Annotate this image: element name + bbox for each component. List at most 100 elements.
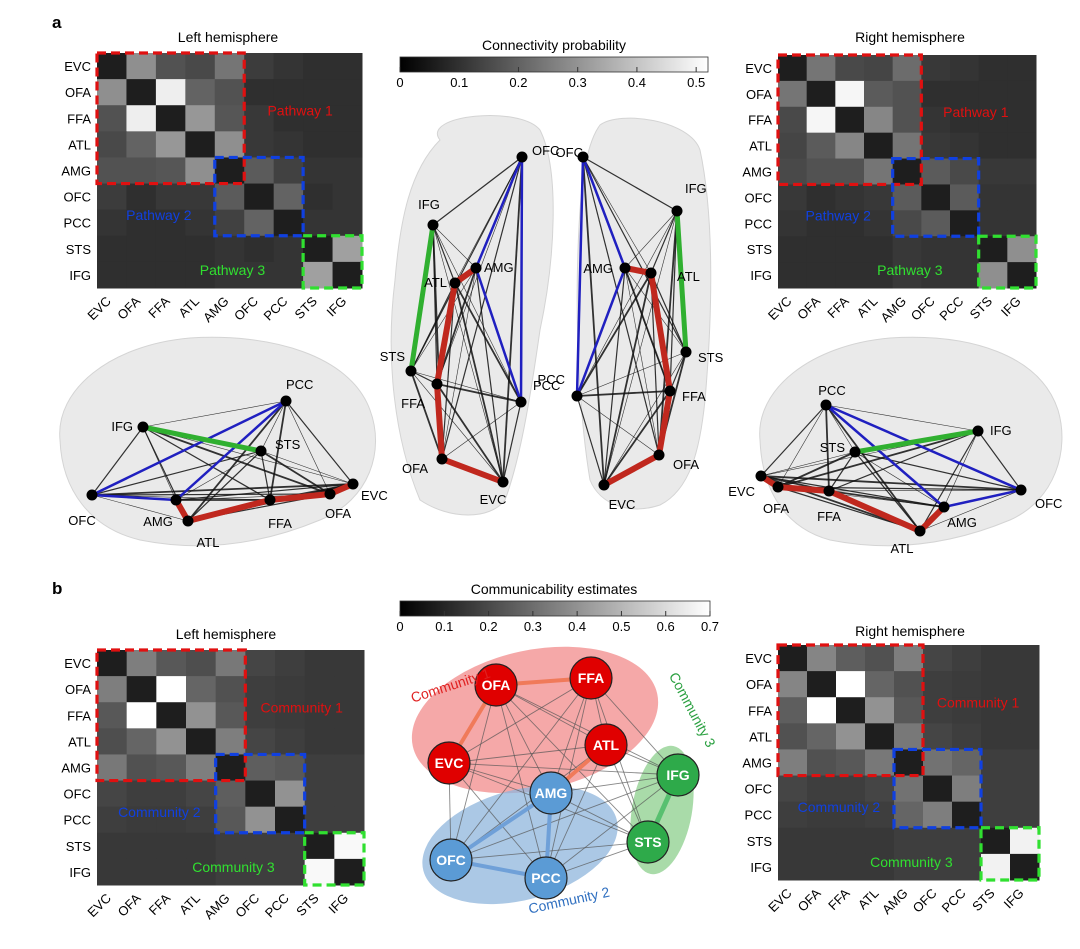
heatmap-block-outline xyxy=(977,234,1038,290)
heatmap-cell xyxy=(778,236,808,263)
brain-edge xyxy=(582,156,652,274)
heatmap-cell xyxy=(334,650,365,677)
brain-node xyxy=(653,449,665,461)
heatmap-cell xyxy=(835,80,865,108)
heatmap-col-label: PCC xyxy=(260,294,290,324)
heatmap-a-right-title: Right hemisphere xyxy=(855,29,965,45)
heatmap-block-outline xyxy=(979,826,1041,882)
heatmap-cell xyxy=(865,645,895,672)
heatmap-col-label: ATL xyxy=(855,886,882,913)
brain-edge xyxy=(432,156,523,226)
heatmap-cell xyxy=(865,671,895,698)
heatmap-cell xyxy=(835,210,865,237)
heatmap-cell xyxy=(97,806,128,834)
heatmap-cell xyxy=(126,650,157,677)
block-label-2: Community 2 xyxy=(798,799,881,815)
heatmap-cell xyxy=(186,780,217,808)
heatmap-cell xyxy=(865,827,895,855)
colorbar-tick-label: 0 xyxy=(396,619,403,634)
heatmap-cell xyxy=(155,53,186,80)
heatmap-row-label: STS xyxy=(747,242,773,257)
block-label-2: Pathway 2 xyxy=(806,208,872,224)
heatmap-cell xyxy=(864,158,894,185)
heatmap-cell xyxy=(244,209,275,237)
brain-edge xyxy=(828,430,979,492)
heatmap-cell xyxy=(1010,801,1040,829)
brain-edge xyxy=(91,493,331,496)
pathway-edge xyxy=(267,491,333,503)
heatmap-cell xyxy=(892,210,922,237)
community-node-label: EVC xyxy=(435,755,464,771)
brain-edge xyxy=(919,430,979,532)
colorbar-tick-label: 0.2 xyxy=(480,619,498,634)
heatmap-cell xyxy=(155,209,186,237)
block-label-3: Pathway 3 xyxy=(877,262,943,278)
brain-edge xyxy=(777,430,979,488)
heatmap-cell xyxy=(334,728,365,755)
heatmap-cell xyxy=(778,106,808,134)
heatmap-cell xyxy=(778,184,808,211)
heatmap-cell xyxy=(332,157,363,185)
heatmap-col-label: IFG xyxy=(1001,886,1027,912)
heatmap-cell xyxy=(778,132,808,160)
heatmap-block-outline xyxy=(776,643,925,778)
brain-node xyxy=(470,262,482,274)
heatmap-cell xyxy=(185,209,216,237)
colorbar-a-title: Connectivity probability xyxy=(482,37,626,53)
heatmap-cell xyxy=(332,235,363,263)
heatmap-cell xyxy=(275,702,306,729)
brain-node-label: ATL xyxy=(197,535,220,550)
heatmap-row-label: STS xyxy=(747,834,773,849)
heatmap-cell xyxy=(921,106,951,134)
heatmap-cell xyxy=(865,775,895,803)
brain-node-label: AMG xyxy=(484,260,514,275)
heatmap-row-label: FFA xyxy=(67,708,91,723)
heatmap-cell xyxy=(807,775,837,803)
heatmap-cell xyxy=(126,702,157,729)
pathway-edge xyxy=(439,456,506,485)
community-node xyxy=(626,820,670,864)
heatmap-cell xyxy=(836,827,866,855)
heatmap-cell xyxy=(950,158,980,185)
brain-node xyxy=(755,470,767,482)
brain-graph-lateral-right: OFC IFG AMG ATL STS PCC FFA OFA EVC xyxy=(728,336,1062,556)
brain-edge xyxy=(142,426,271,501)
heatmap-cell xyxy=(865,853,895,881)
pathway-edge xyxy=(575,155,585,398)
heatmap-cell xyxy=(185,235,216,263)
brain-edge xyxy=(410,370,522,403)
heatmap-cell xyxy=(923,827,953,855)
pathway-edge xyxy=(519,155,524,404)
brain-edge xyxy=(475,267,504,483)
brain-node-label: OFA xyxy=(763,501,789,516)
community-node-label: IFG xyxy=(666,767,689,783)
brain-node xyxy=(849,446,861,458)
brain-node-label: PCC xyxy=(538,372,565,387)
heatmap-cell xyxy=(245,754,276,782)
heatmap-cell xyxy=(275,650,306,677)
pathway-edge xyxy=(90,493,178,502)
heatmap-cell xyxy=(1007,106,1037,134)
heatmap-cell xyxy=(778,80,808,108)
community-node xyxy=(529,771,573,815)
brain-node xyxy=(324,488,336,500)
brain-node-label: OFC xyxy=(1035,496,1062,511)
heatmap-cell xyxy=(978,132,1008,160)
heatmap-cell xyxy=(978,236,1008,263)
brain-edge xyxy=(603,210,678,486)
heatmap-cell xyxy=(952,827,982,855)
heatmap-cell xyxy=(304,754,335,782)
colorbar-b-title: Communicability estimates xyxy=(471,581,638,597)
heatmap-block-outline xyxy=(303,831,366,887)
pathway-edge xyxy=(140,424,264,454)
community-edge xyxy=(495,684,679,776)
heatmap-cell xyxy=(807,853,837,881)
heatmap-cell xyxy=(778,210,808,237)
brain-edge xyxy=(410,370,504,483)
heatmap-cell xyxy=(244,157,275,185)
pathway-edge xyxy=(917,504,947,534)
brain-node-label: IFG xyxy=(685,181,707,196)
heatmap-cell xyxy=(806,158,836,185)
heatmap-cell xyxy=(864,262,894,289)
heatmap-cell xyxy=(245,650,276,677)
